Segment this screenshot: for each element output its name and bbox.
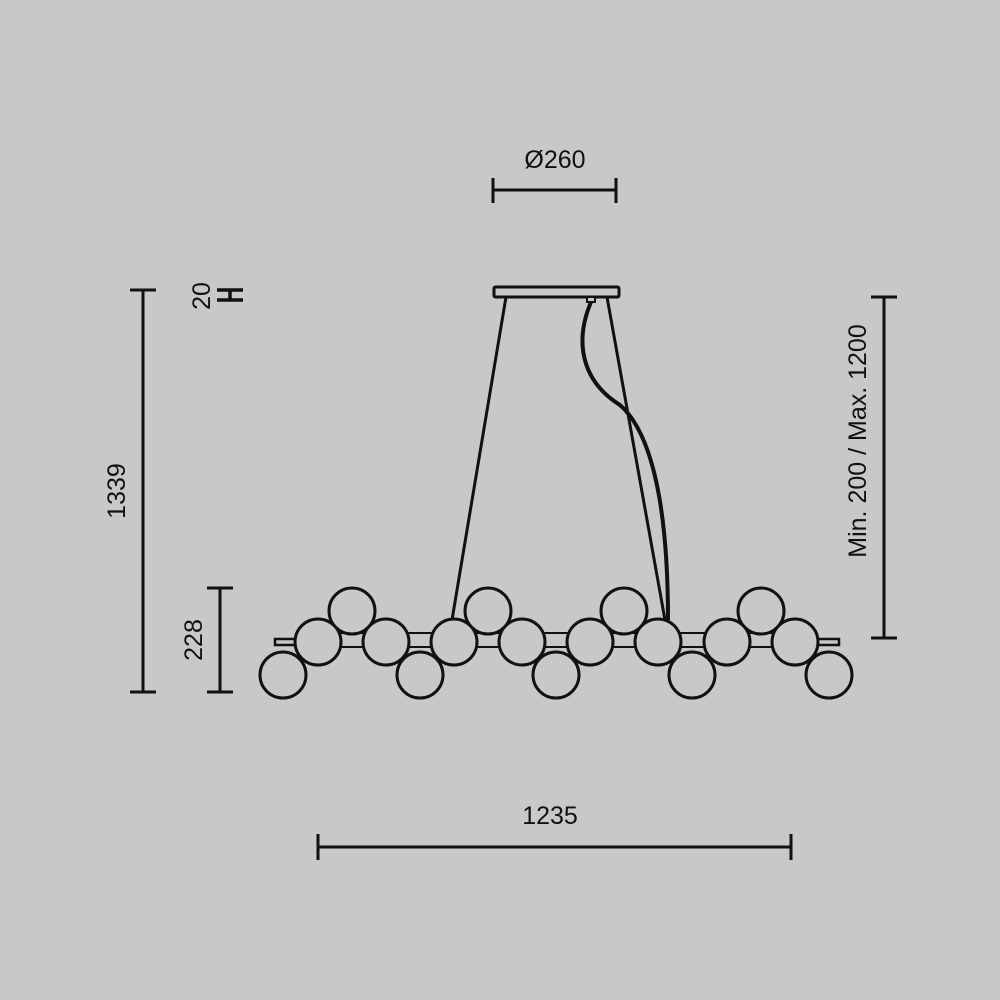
glass-globe	[429, 617, 479, 667]
glass-globe	[804, 650, 854, 700]
width-label: 1235	[522, 802, 578, 830]
glass-globe	[531, 650, 581, 700]
glass-globe	[565, 617, 615, 667]
fixture-height-label: 228	[180, 619, 208, 661]
glass-globe	[599, 586, 649, 636]
glass-globe	[327, 586, 377, 636]
glass-globe	[463, 586, 513, 636]
glass-globe	[633, 617, 683, 667]
glass-globe	[361, 617, 411, 667]
power-cable	[580, 301, 670, 621]
glass-globe	[702, 617, 752, 667]
glass-globe	[258, 650, 308, 700]
glass-globe	[497, 617, 547, 667]
canopy-diameter-dimension	[491, 178, 618, 203]
globe-connector	[407, 632, 433, 648]
globe-connector	[543, 632, 569, 648]
suspension-wire-left	[450, 296, 508, 621]
suspension-range-dimension	[871, 295, 897, 640]
canopy-height-symbol	[217, 288, 243, 302]
glass-globe	[395, 650, 445, 700]
total-height-label: 1339	[103, 463, 131, 519]
canopy	[492, 285, 621, 299]
canopy-height-label: 20	[188, 282, 216, 310]
suspension-range-label: Min. 200 / Max. 1200	[844, 324, 872, 557]
glass-globe	[770, 617, 820, 667]
canopy-diameter-label: Ø260	[524, 146, 585, 174]
suspension-wire-right	[605, 296, 667, 621]
total-height-dimension	[130, 288, 156, 694]
glass-globe	[736, 586, 786, 636]
fixture-height-dimension	[207, 586, 233, 694]
globe-connector	[679, 632, 706, 648]
width-dimension	[316, 834, 793, 860]
glass-globe	[293, 617, 343, 667]
glass-globe	[667, 650, 717, 700]
